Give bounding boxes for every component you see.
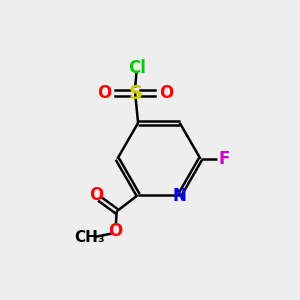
Text: S: S bbox=[128, 84, 142, 103]
Text: O: O bbox=[159, 84, 173, 102]
Text: Cl: Cl bbox=[128, 59, 146, 77]
Text: F: F bbox=[219, 150, 230, 168]
Text: O: O bbox=[89, 186, 103, 204]
Text: N: N bbox=[173, 188, 187, 206]
Text: O: O bbox=[98, 84, 112, 102]
Text: O: O bbox=[108, 222, 122, 240]
Text: CH₃: CH₃ bbox=[74, 230, 105, 245]
